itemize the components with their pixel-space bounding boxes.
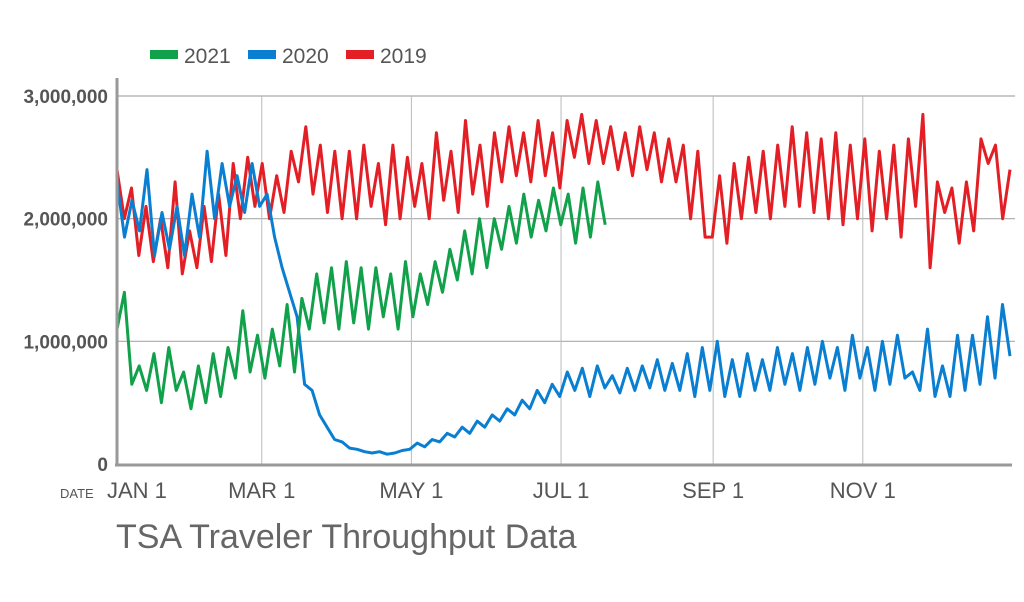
chart-title: TSA Traveler Throughput Data — [116, 518, 577, 556]
y-tick-label: 0 — [97, 455, 108, 476]
y-tick-label: 1,000,000 — [23, 332, 108, 353]
legend-swatch-2020 — [248, 50, 276, 59]
legend-swatch-2019 — [346, 50, 374, 59]
x-tick-label: SEP 1 — [682, 478, 744, 503]
x-tick-label: NOV 1 — [830, 478, 896, 503]
axes — [115, 78, 1012, 467]
x-tick-label: MAY 1 — [379, 478, 443, 503]
y-tick-labels: 0 1,000,000 2,000,000 3,000,000 — [23, 87, 108, 476]
grid — [117, 95, 1015, 464]
x-axis-label: DATE — [60, 486, 94, 501]
series-lines — [115, 112, 1012, 456]
legend: 2021 2020 2019 — [150, 45, 427, 68]
legend-label-2021: 2021 — [184, 45, 231, 68]
series-line-2021 — [115, 180, 607, 411]
x-tick-label: JAN 1 — [107, 478, 167, 503]
series-line-2019 — [115, 112, 1012, 276]
legend-label-2020: 2020 — [282, 45, 329, 68]
x-tick-label: JUL 1 — [533, 478, 590, 503]
legend-label-2019: 2019 — [380, 45, 427, 68]
x-tick-labels: JAN 1 MAR 1 MAY 1 JUL 1 SEP 1 NOV 1 — [107, 478, 896, 503]
y-tick-label: 2,000,000 — [23, 210, 108, 231]
y-tick-label: 3,000,000 — [23, 87, 108, 108]
legend-swatch-2021 — [150, 50, 178, 59]
x-tick-label: MAR 1 — [228, 478, 295, 503]
series-line-2020 — [115, 149, 1012, 456]
